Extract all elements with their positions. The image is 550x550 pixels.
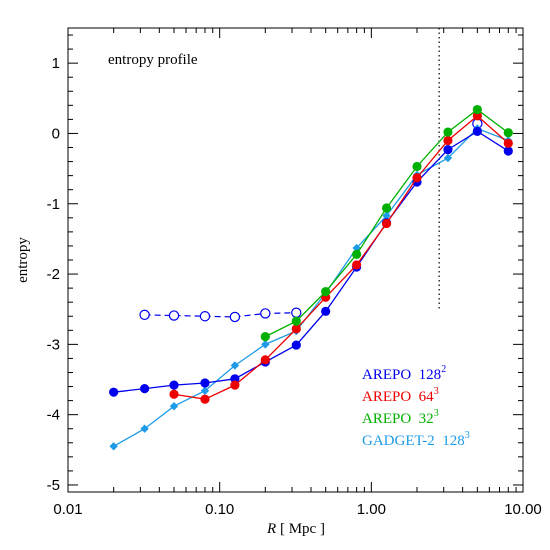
data-point (260, 332, 270, 342)
data-point (230, 380, 240, 390)
data-point (169, 380, 179, 390)
data-point (140, 384, 150, 394)
series-line (173, 115, 509, 400)
data-point (412, 161, 422, 172)
axes-ticks: 0.01 0.10 1.00 10.00 -5 -4 -3 -2 -1 0 1 (47, 28, 542, 518)
data-point (352, 249, 362, 259)
y-tick-label: -3 (47, 336, 60, 353)
data-point (503, 128, 513, 138)
legend-entry-arepo-128: AREPO 1282 (362, 364, 446, 383)
data-point (503, 146, 513, 156)
x-tick-label: 0.01 (53, 501, 82, 518)
data-point (352, 260, 362, 270)
data-point (443, 145, 453, 155)
data-point-diamond (230, 361, 240, 370)
data-point (472, 104, 482, 115)
x-tick-label: 1.00 (357, 501, 386, 518)
x-tick-label: 0.10 (205, 501, 234, 518)
data-point (381, 218, 392, 229)
data-point-diamond (169, 402, 179, 411)
data-point (291, 340, 301, 350)
series-0 (109, 126, 513, 397)
y-tick-label: 1 (52, 55, 60, 72)
data-point (200, 394, 210, 404)
data-point (472, 126, 482, 136)
data-point-open (291, 307, 302, 318)
data-point (321, 287, 331, 297)
data-point (200, 378, 210, 388)
data-point-open (139, 309, 150, 321)
data-point (109, 387, 119, 397)
data-point (381, 203, 392, 213)
data-point-diamond (261, 340, 270, 349)
y-tick-label: -4 (47, 407, 60, 424)
data-point (169, 389, 179, 399)
data-point-diamond (382, 211, 391, 220)
y-tick-label: -5 (47, 477, 60, 494)
data-point (230, 374, 240, 384)
data-point-open (260, 308, 271, 319)
plot-frame (67, 27, 524, 493)
chart-title: entropy profile (108, 52, 198, 68)
series-layer (109, 104, 513, 451)
series-line (113, 130, 509, 393)
data-point (291, 324, 301, 334)
y-tick-label: 0 (52, 125, 60, 142)
data-point-open (199, 311, 211, 322)
series-3 (109, 124, 513, 451)
data-point-diamond (200, 386, 210, 395)
data-point (443, 127, 453, 137)
data-point (412, 173, 422, 183)
data-point-open (168, 310, 180, 321)
series-line (113, 127, 509, 447)
series-line-dashed (144, 312, 297, 318)
data-point-diamond (443, 153, 453, 163)
data-point (260, 355, 270, 365)
legend-entry-arepo-64: AREPO 643 (362, 386, 439, 405)
series-2 (260, 104, 513, 342)
y-tick-label: -1 (47, 196, 60, 213)
data-point-diamond (109, 442, 118, 451)
data-point (291, 316, 301, 326)
data-point (472, 111, 482, 121)
series-4 (139, 118, 483, 323)
x-tick-label: 10.00 (504, 501, 542, 518)
data-point (443, 135, 453, 146)
series-1 (169, 111, 513, 404)
legend: AREPO 1282 AREPO 643 AREPO 323 GADGET-2 … (362, 364, 470, 449)
data-point (503, 138, 513, 148)
y-tick-label: -2 (47, 266, 60, 283)
legend-entry-arepo-32: AREPO 323 (362, 408, 439, 427)
x-axis-title: R [ Mpc ] (266, 521, 325, 537)
data-point-open (229, 311, 241, 323)
data-point-diamond (140, 424, 149, 433)
y-axis-title: entropy (15, 237, 31, 283)
data-point (321, 306, 331, 316)
legend-entry-gadget2-128: GADGET-2 1283 (362, 430, 470, 449)
